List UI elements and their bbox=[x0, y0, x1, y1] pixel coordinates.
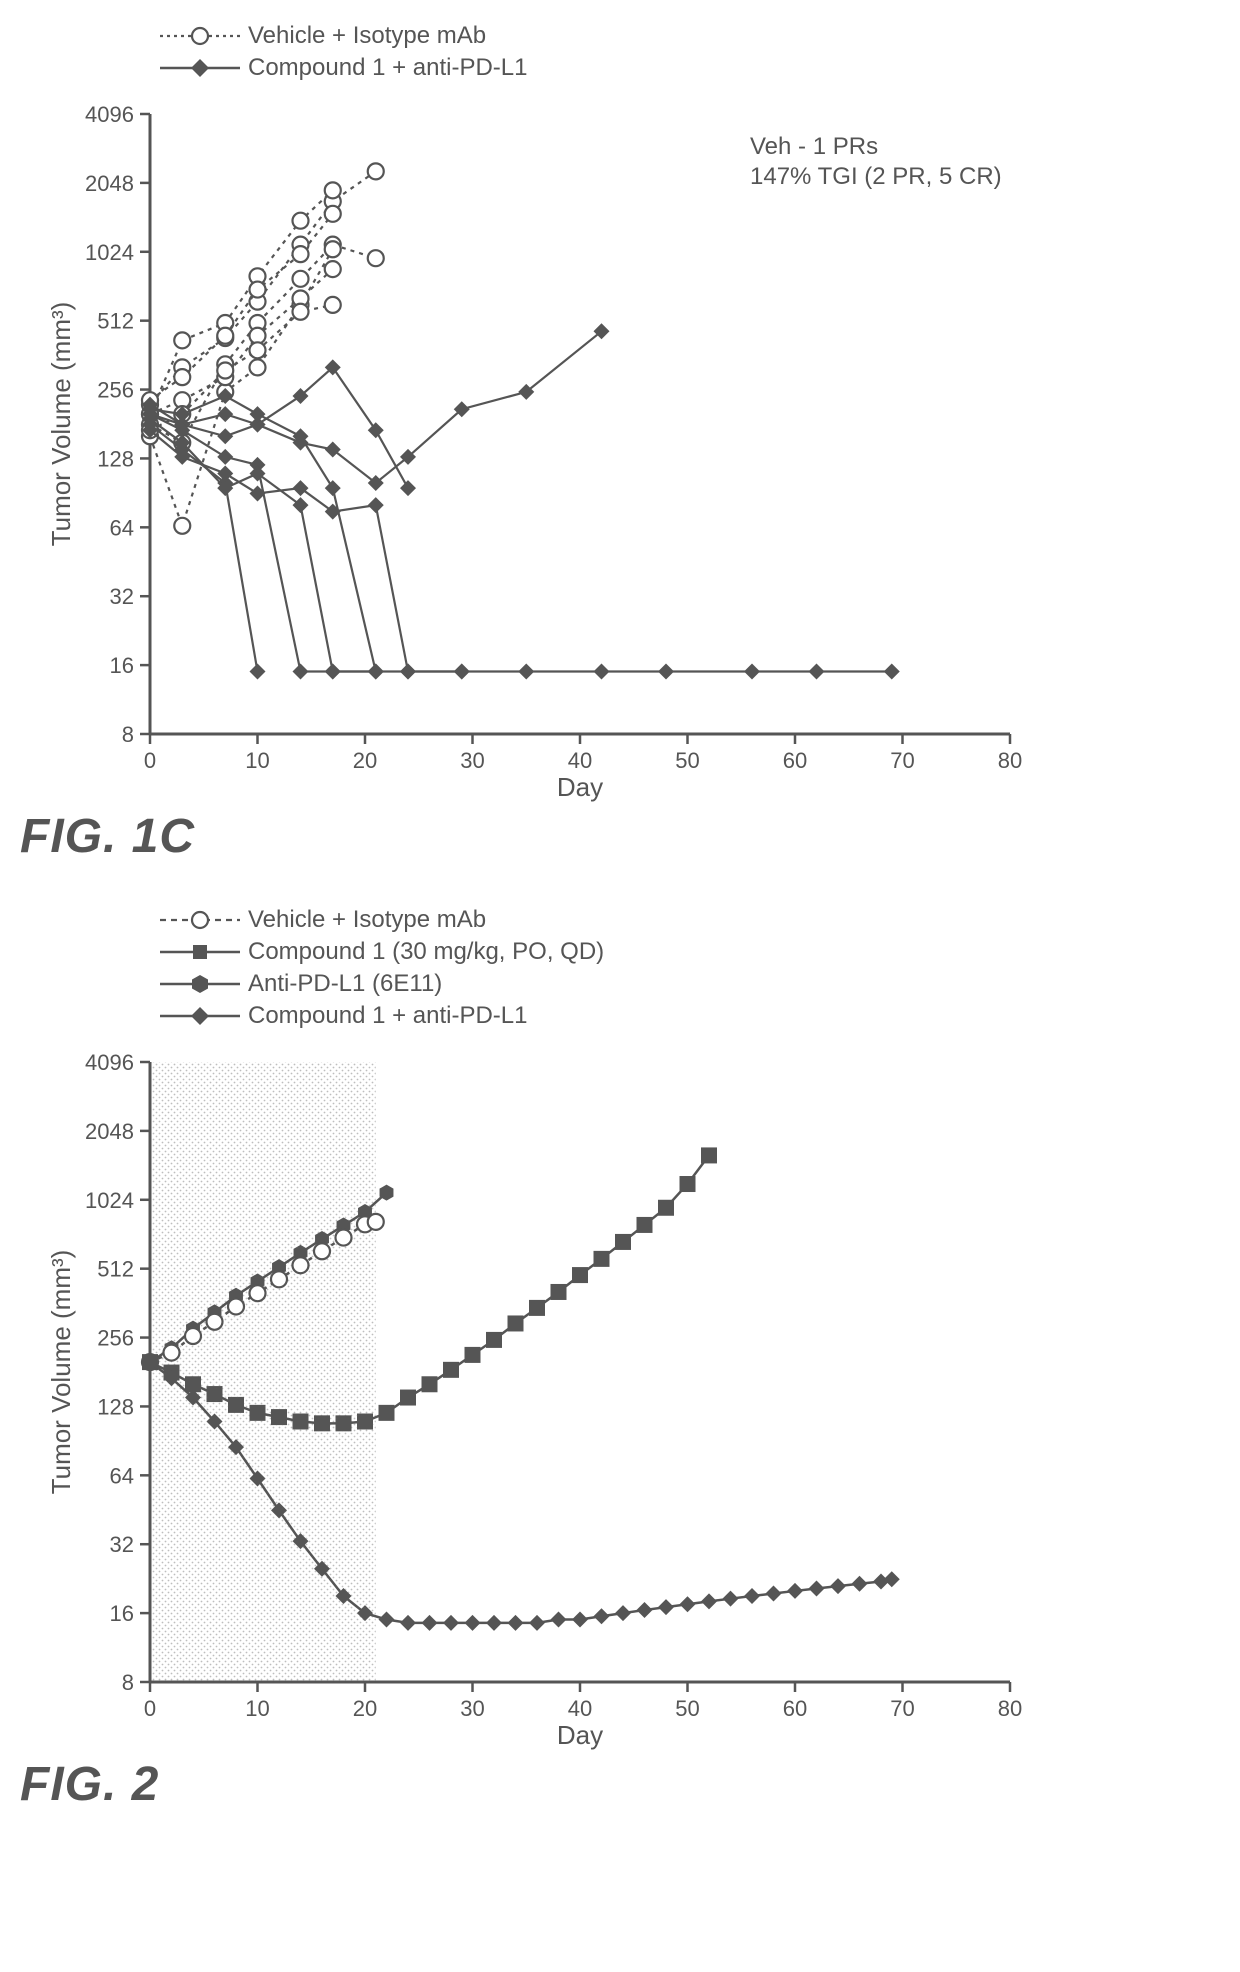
legend-row: Anti-PD-L1 (6E11) bbox=[160, 968, 1220, 1000]
legend-row: Vehicle + Isotype mAb bbox=[160, 904, 1220, 936]
svg-text:60: 60 bbox=[783, 1696, 807, 1721]
svg-text:32: 32 bbox=[110, 584, 134, 609]
svg-text:1024: 1024 bbox=[85, 240, 134, 265]
svg-text:80: 80 bbox=[998, 748, 1022, 773]
svg-text:50: 50 bbox=[675, 1696, 699, 1721]
svg-text:Veh - 1 PRs: Veh - 1 PRs bbox=[750, 133, 878, 160]
svg-text:20: 20 bbox=[353, 1696, 377, 1721]
svg-text:64: 64 bbox=[110, 1463, 134, 1488]
legend-row: Compound 1 (30 mg/kg, PO, QD) bbox=[160, 936, 1220, 968]
svg-text:Day: Day bbox=[557, 772, 603, 802]
chart-2: 8 16 32 64 128 256 512 1024 2048 4096 0 10 20 30 40 50 6… bbox=[20, 1042, 1220, 1767]
svg-text:128: 128 bbox=[97, 446, 134, 471]
legend-swatch-vehicle bbox=[160, 24, 240, 48]
svg-text:10: 10 bbox=[245, 1696, 269, 1721]
svg-text:30: 30 bbox=[460, 1696, 484, 1721]
legend-1c: Vehicle + Isotype mAb Compound 1 + anti-… bbox=[160, 20, 1220, 84]
legend-row: Vehicle + Isotype mAb bbox=[160, 20, 1220, 52]
legend-row: Compound 1 + anti-PD-L1 bbox=[160, 52, 1220, 84]
svg-text:0: 0 bbox=[144, 748, 156, 773]
svg-text:4096: 4096 bbox=[85, 102, 134, 127]
svg-text:20: 20 bbox=[353, 748, 377, 773]
legend-swatch-compound1 bbox=[160, 940, 240, 964]
svg-text:16: 16 bbox=[110, 1601, 134, 1626]
chart-1c: 8 16 32 64 128 256 512 1024 2048 4096 0 10 20 30 40 50 6… bbox=[20, 94, 1220, 819]
legend-label: Compound 1 + anti-PD-L1 bbox=[248, 54, 528, 82]
svg-text:32: 32 bbox=[110, 1532, 134, 1557]
svg-text:256: 256 bbox=[97, 378, 134, 403]
svg-text:16: 16 bbox=[110, 653, 134, 678]
svg-text:147% TGI (2 PR, 5 CR): 147% TGI (2 PR, 5 CR) bbox=[750, 163, 1002, 190]
svg-text:0: 0 bbox=[144, 1696, 156, 1721]
legend-label: Compound 1 + anti-PD-L1 bbox=[248, 1002, 528, 1030]
legend-label: Vehicle + Isotype mAb bbox=[248, 22, 486, 50]
svg-text:60: 60 bbox=[783, 748, 807, 773]
svg-text:70: 70 bbox=[890, 748, 914, 773]
legend-label: Anti-PD-L1 (6E11) bbox=[248, 970, 442, 998]
figure-2: Vehicle + Isotype mAb Compound 1 (30 mg/… bbox=[20, 904, 1220, 1812]
svg-text:128: 128 bbox=[97, 1394, 134, 1419]
svg-text:256: 256 bbox=[97, 1326, 134, 1351]
svg-text:50: 50 bbox=[675, 748, 699, 773]
svg-text:70: 70 bbox=[890, 1696, 914, 1721]
svg-text:30: 30 bbox=[460, 748, 484, 773]
legend-swatch-compound bbox=[160, 56, 240, 80]
svg-text:40: 40 bbox=[568, 1696, 592, 1721]
legend-swatch-antipdl1 bbox=[160, 972, 240, 996]
legend-label: Compound 1 (30 mg/kg, PO, QD) bbox=[248, 938, 604, 966]
svg-text:64: 64 bbox=[110, 515, 134, 540]
legend-swatch-vehicle bbox=[160, 908, 240, 932]
svg-text:1024: 1024 bbox=[85, 1188, 134, 1213]
legend-row: Compound 1 + anti-PD-L1 bbox=[160, 1000, 1220, 1032]
svg-text:4096: 4096 bbox=[85, 1050, 134, 1075]
svg-text:Tumor Volume (mm³): Tumor Volume (mm³) bbox=[46, 302, 76, 547]
svg-text:8: 8 bbox=[122, 722, 134, 747]
legend-label: Vehicle + Isotype mAb bbox=[248, 906, 486, 934]
svg-text:512: 512 bbox=[97, 309, 134, 334]
figure-1c: Vehicle + Isotype mAb Compound 1 + anti-… bbox=[20, 20, 1220, 864]
svg-text:Tumor Volume (mm³): Tumor Volume (mm³) bbox=[46, 1250, 76, 1495]
svg-text:512: 512 bbox=[97, 1257, 134, 1282]
svg-text:2048: 2048 bbox=[85, 1119, 134, 1144]
svg-text:2048: 2048 bbox=[85, 171, 134, 196]
svg-text:8: 8 bbox=[122, 1670, 134, 1695]
svg-text:10: 10 bbox=[245, 748, 269, 773]
svg-text:40: 40 bbox=[568, 748, 592, 773]
legend-2: Vehicle + Isotype mAb Compound 1 (30 mg/… bbox=[160, 904, 1220, 1032]
svg-text:80: 80 bbox=[998, 1696, 1022, 1721]
svg-text:Day: Day bbox=[557, 1720, 603, 1750]
legend-swatch-combo bbox=[160, 1004, 240, 1028]
